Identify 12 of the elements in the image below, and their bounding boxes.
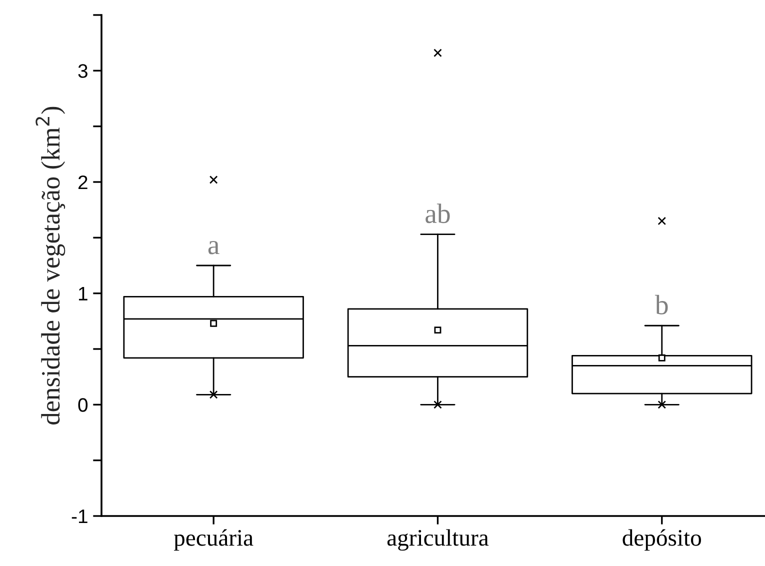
y-tick-label: 1 [78, 287, 88, 300]
y-tick-label: 3 [78, 64, 88, 78]
y-tick-label: 0 [78, 398, 88, 412]
y-axis-title: densidade de vegetação (km$^{2}$) [36, 106, 66, 424]
y-tick-label: 2 [78, 175, 88, 190]
annotation: ab [426, 204, 450, 224]
y-tick-label: -1 [72, 510, 88, 524]
annotation: b [654, 294, 668, 314]
x-tick-label: depósito [622, 529, 701, 551]
annotation: a [208, 240, 220, 254]
x-tick-label: pecuária [174, 529, 254, 551]
x-tick-label: agricultura [387, 529, 489, 551]
